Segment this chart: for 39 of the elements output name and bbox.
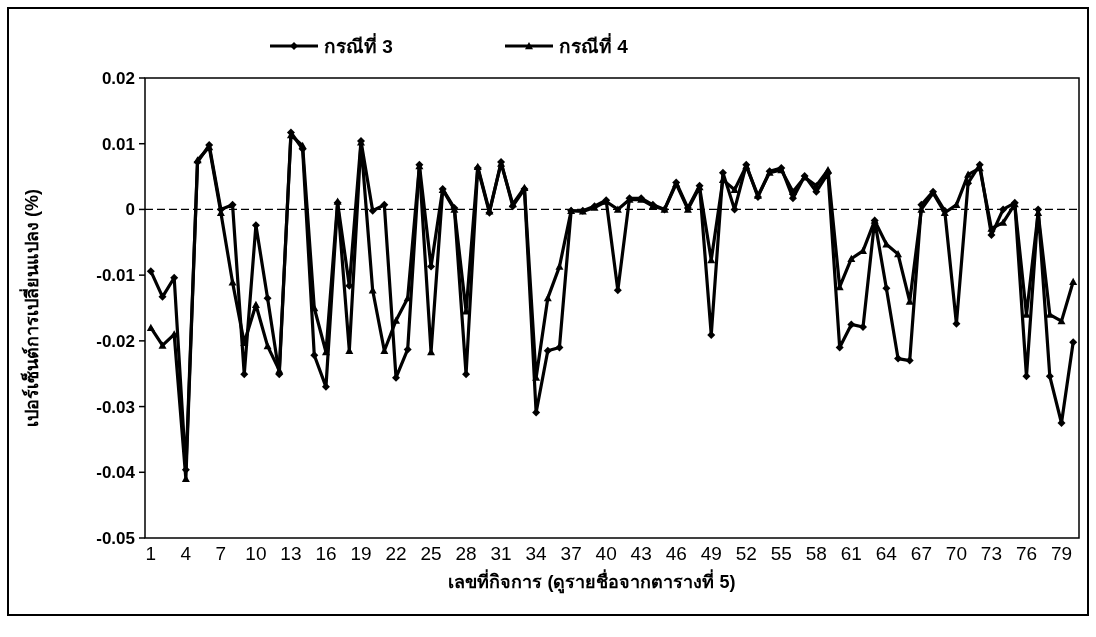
x-tick-label: 70	[945, 543, 967, 564]
x-tick-label: 31	[490, 543, 512, 564]
x-tick-label: 19	[350, 543, 372, 564]
y-axis-title: เปอร์เซ็นต์การเปลี่ยนแปลง (%)	[19, 189, 42, 427]
x-tick-label: 7	[215, 543, 227, 564]
x-tick-label: 58	[805, 543, 827, 564]
x-tick-label: 34	[525, 543, 548, 564]
x-tick-label: 28	[455, 543, 477, 564]
x-tick-label: 40	[595, 543, 617, 564]
x-tick-label: 43	[630, 543, 652, 564]
y-tick-label: 0	[125, 200, 135, 220]
x-tick-label: 49	[700, 543, 722, 564]
y-tick-label: -0.05	[96, 529, 135, 548]
x-tick-label: 46	[665, 543, 687, 564]
x-axis-title: เลขที่กิจการ (ดูรายชื่อจากตารางที่ 5)	[448, 569, 736, 594]
x-tick-label: 64	[875, 543, 898, 564]
x-tick-label: 10	[245, 543, 267, 564]
y-tick-label: -0.01	[96, 266, 135, 286]
x-tick-label: 52	[735, 543, 757, 564]
y-tick-label: -0.04	[96, 463, 136, 483]
x-tick-label: 79	[1050, 543, 1073, 564]
x-tick-label: 22	[385, 543, 407, 564]
x-tick-label: 13	[280, 543, 302, 564]
x-tick-label: 76	[1015, 543, 1038, 564]
x-tick-label: 37	[560, 543, 582, 564]
y-tick-label: -0.03	[96, 397, 135, 417]
x-tick-label: 25	[420, 543, 442, 564]
x-tick-label: 4	[180, 543, 192, 564]
y-tick-label: 0.01	[101, 134, 135, 154]
y-tick-label: 0.02	[101, 69, 135, 88]
legend-label: กรณีที่ 4	[559, 33, 629, 57]
x-tick-label: 67	[910, 543, 932, 564]
x-tick-label: 55	[770, 543, 792, 564]
x-tick-label: 61	[840, 543, 862, 564]
x-tick-label: 1	[145, 543, 157, 564]
y-tick-label: -0.02	[96, 331, 135, 351]
legend-label: กรณีที่ 3	[324, 33, 393, 57]
x-tick-label: 16	[315, 543, 337, 564]
x-tick-label: 73	[980, 543, 1003, 564]
